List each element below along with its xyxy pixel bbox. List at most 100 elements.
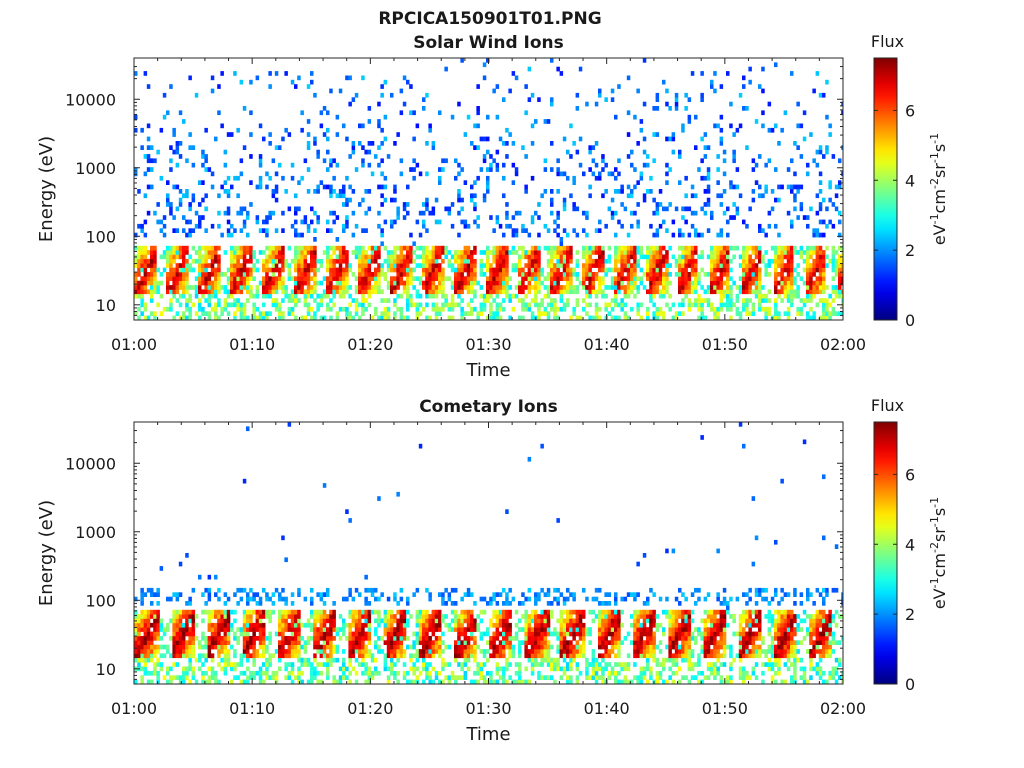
spectrogram-cell bbox=[303, 640, 308, 645]
spectrogram-cell bbox=[166, 644, 170, 650]
spectrogram-cell bbox=[489, 644, 493, 650]
spectrogram-cell bbox=[175, 184, 180, 190]
spectrogram-cell bbox=[268, 280, 272, 286]
spectrogram-cell bbox=[441, 596, 445, 602]
spectrogram-cell bbox=[719, 84, 724, 89]
spectrogram-cell bbox=[345, 272, 349, 277]
spectrogram-cell bbox=[716, 267, 720, 273]
spectrogram-cell bbox=[345, 175, 349, 181]
spectrogram-cell bbox=[812, 315, 816, 320]
spectrogram-cell bbox=[258, 280, 263, 286]
spectrogram-cell bbox=[201, 258, 205, 264]
spectrogram-cell bbox=[828, 315, 832, 320]
spectrogram-cell bbox=[178, 254, 183, 260]
spectrogram-cell bbox=[386, 254, 391, 260]
spectrogram-cell bbox=[358, 640, 362, 645]
spectrogram-cell bbox=[806, 245, 810, 251]
spectrogram-cell bbox=[153, 250, 157, 255]
spectrogram-cell bbox=[153, 636, 157, 641]
spectrogram-cell bbox=[418, 609, 423, 615]
spectrogram-cell bbox=[751, 167, 756, 172]
spectrogram-cell bbox=[217, 272, 221, 277]
spectrogram-cell bbox=[524, 293, 528, 299]
spectrogram-cell bbox=[367, 280, 372, 286]
spectrogram-cell bbox=[726, 258, 730, 264]
spectrogram-cell bbox=[262, 219, 266, 225]
spectrogram-cell bbox=[786, 267, 791, 273]
spectrogram-cell bbox=[569, 193, 573, 199]
spectrogram-cell bbox=[489, 285, 493, 290]
spectrogram-cell bbox=[207, 272, 212, 277]
spectrogram-cell bbox=[230, 662, 234, 667]
spectrogram-cell bbox=[137, 263, 141, 268]
spectrogram-cell bbox=[146, 289, 151, 295]
spectrogram-cell bbox=[290, 609, 295, 615]
spectrogram-cell bbox=[610, 215, 615, 220]
spectrogram-cell bbox=[258, 609, 263, 615]
spectrogram-cell bbox=[710, 263, 714, 268]
spectrogram-cell bbox=[428, 622, 432, 628]
spectrogram-cell bbox=[431, 618, 436, 624]
spectrogram-cell bbox=[223, 636, 228, 641]
spectrogram-cell bbox=[335, 679, 340, 684]
spectrogram-cell bbox=[687, 97, 692, 102]
spectrogram-cell bbox=[220, 609, 224, 615]
spectrogram-cell bbox=[214, 280, 218, 286]
spectrogram-cell bbox=[758, 293, 762, 299]
spectrogram-cell bbox=[265, 636, 269, 641]
spectrogram-cell bbox=[822, 267, 826, 273]
spectrogram-cell bbox=[450, 254, 455, 260]
spectrogram-cell bbox=[242, 653, 247, 659]
spectrogram-cell bbox=[566, 258, 570, 264]
spectrogram-cell bbox=[460, 596, 464, 602]
spectrogram-cell bbox=[210, 258, 215, 264]
spectrogram-cell bbox=[188, 627, 192, 632]
spectrogram-cell bbox=[249, 609, 253, 615]
spectrogram-cell bbox=[220, 232, 224, 238]
spectrogram-cell bbox=[492, 596, 496, 602]
spectrogram-cell bbox=[348, 75, 352, 81]
spectrogram-cell bbox=[348, 263, 352, 268]
spectrogram-cell bbox=[281, 631, 285, 637]
spectrogram-cell bbox=[412, 241, 416, 247]
spectrogram-cell bbox=[466, 609, 471, 615]
spectrogram-cell bbox=[242, 106, 247, 111]
spectrogram-cell bbox=[431, 276, 436, 281]
spectrogram-cell bbox=[332, 644, 336, 650]
spectrogram-cell bbox=[406, 250, 410, 255]
spectrogram-cell bbox=[364, 649, 368, 654]
spectrogram-cell bbox=[182, 636, 186, 641]
spectrogram-cell bbox=[754, 280, 759, 286]
spectrogram-cell bbox=[140, 228, 144, 233]
spectrogram-cell bbox=[658, 289, 663, 295]
spectrogram-cell bbox=[658, 306, 663, 312]
spectrogram-cell bbox=[572, 311, 576, 316]
spectrogram-cell bbox=[386, 315, 391, 320]
spectrogram-cell bbox=[649, 245, 653, 251]
spectrogram-cell bbox=[162, 631, 167, 637]
spectrogram-cell bbox=[758, 289, 762, 295]
spectrogram-cell bbox=[636, 258, 640, 264]
spectrogram-cell bbox=[818, 272, 823, 277]
spectrogram-cell bbox=[454, 679, 458, 684]
spectrogram-cell bbox=[537, 263, 541, 268]
spectrogram-cell bbox=[473, 670, 477, 676]
spectrogram-cell bbox=[342, 228, 346, 233]
spectrogram-cell bbox=[793, 245, 797, 251]
spectrogram-cell bbox=[335, 258, 340, 264]
spectrogram-cell bbox=[444, 254, 448, 260]
spectrogram-cell bbox=[178, 272, 183, 277]
spectrogram-cell bbox=[342, 189, 346, 194]
spectrogram-cell bbox=[588, 276, 592, 281]
spectrogram-cell bbox=[473, 627, 477, 632]
spectrogram-cell bbox=[393, 614, 397, 619]
spectrogram-cell bbox=[700, 306, 704, 312]
spectrogram-cell bbox=[226, 302, 231, 308]
spectrogram-cell bbox=[527, 254, 532, 260]
spectrogram-cell bbox=[380, 141, 384, 146]
spectrogram-cell bbox=[486, 293, 490, 299]
spectrogram-cell bbox=[495, 254, 500, 260]
spectrogram-cell bbox=[710, 250, 714, 255]
spectrogram-cell bbox=[306, 141, 311, 146]
